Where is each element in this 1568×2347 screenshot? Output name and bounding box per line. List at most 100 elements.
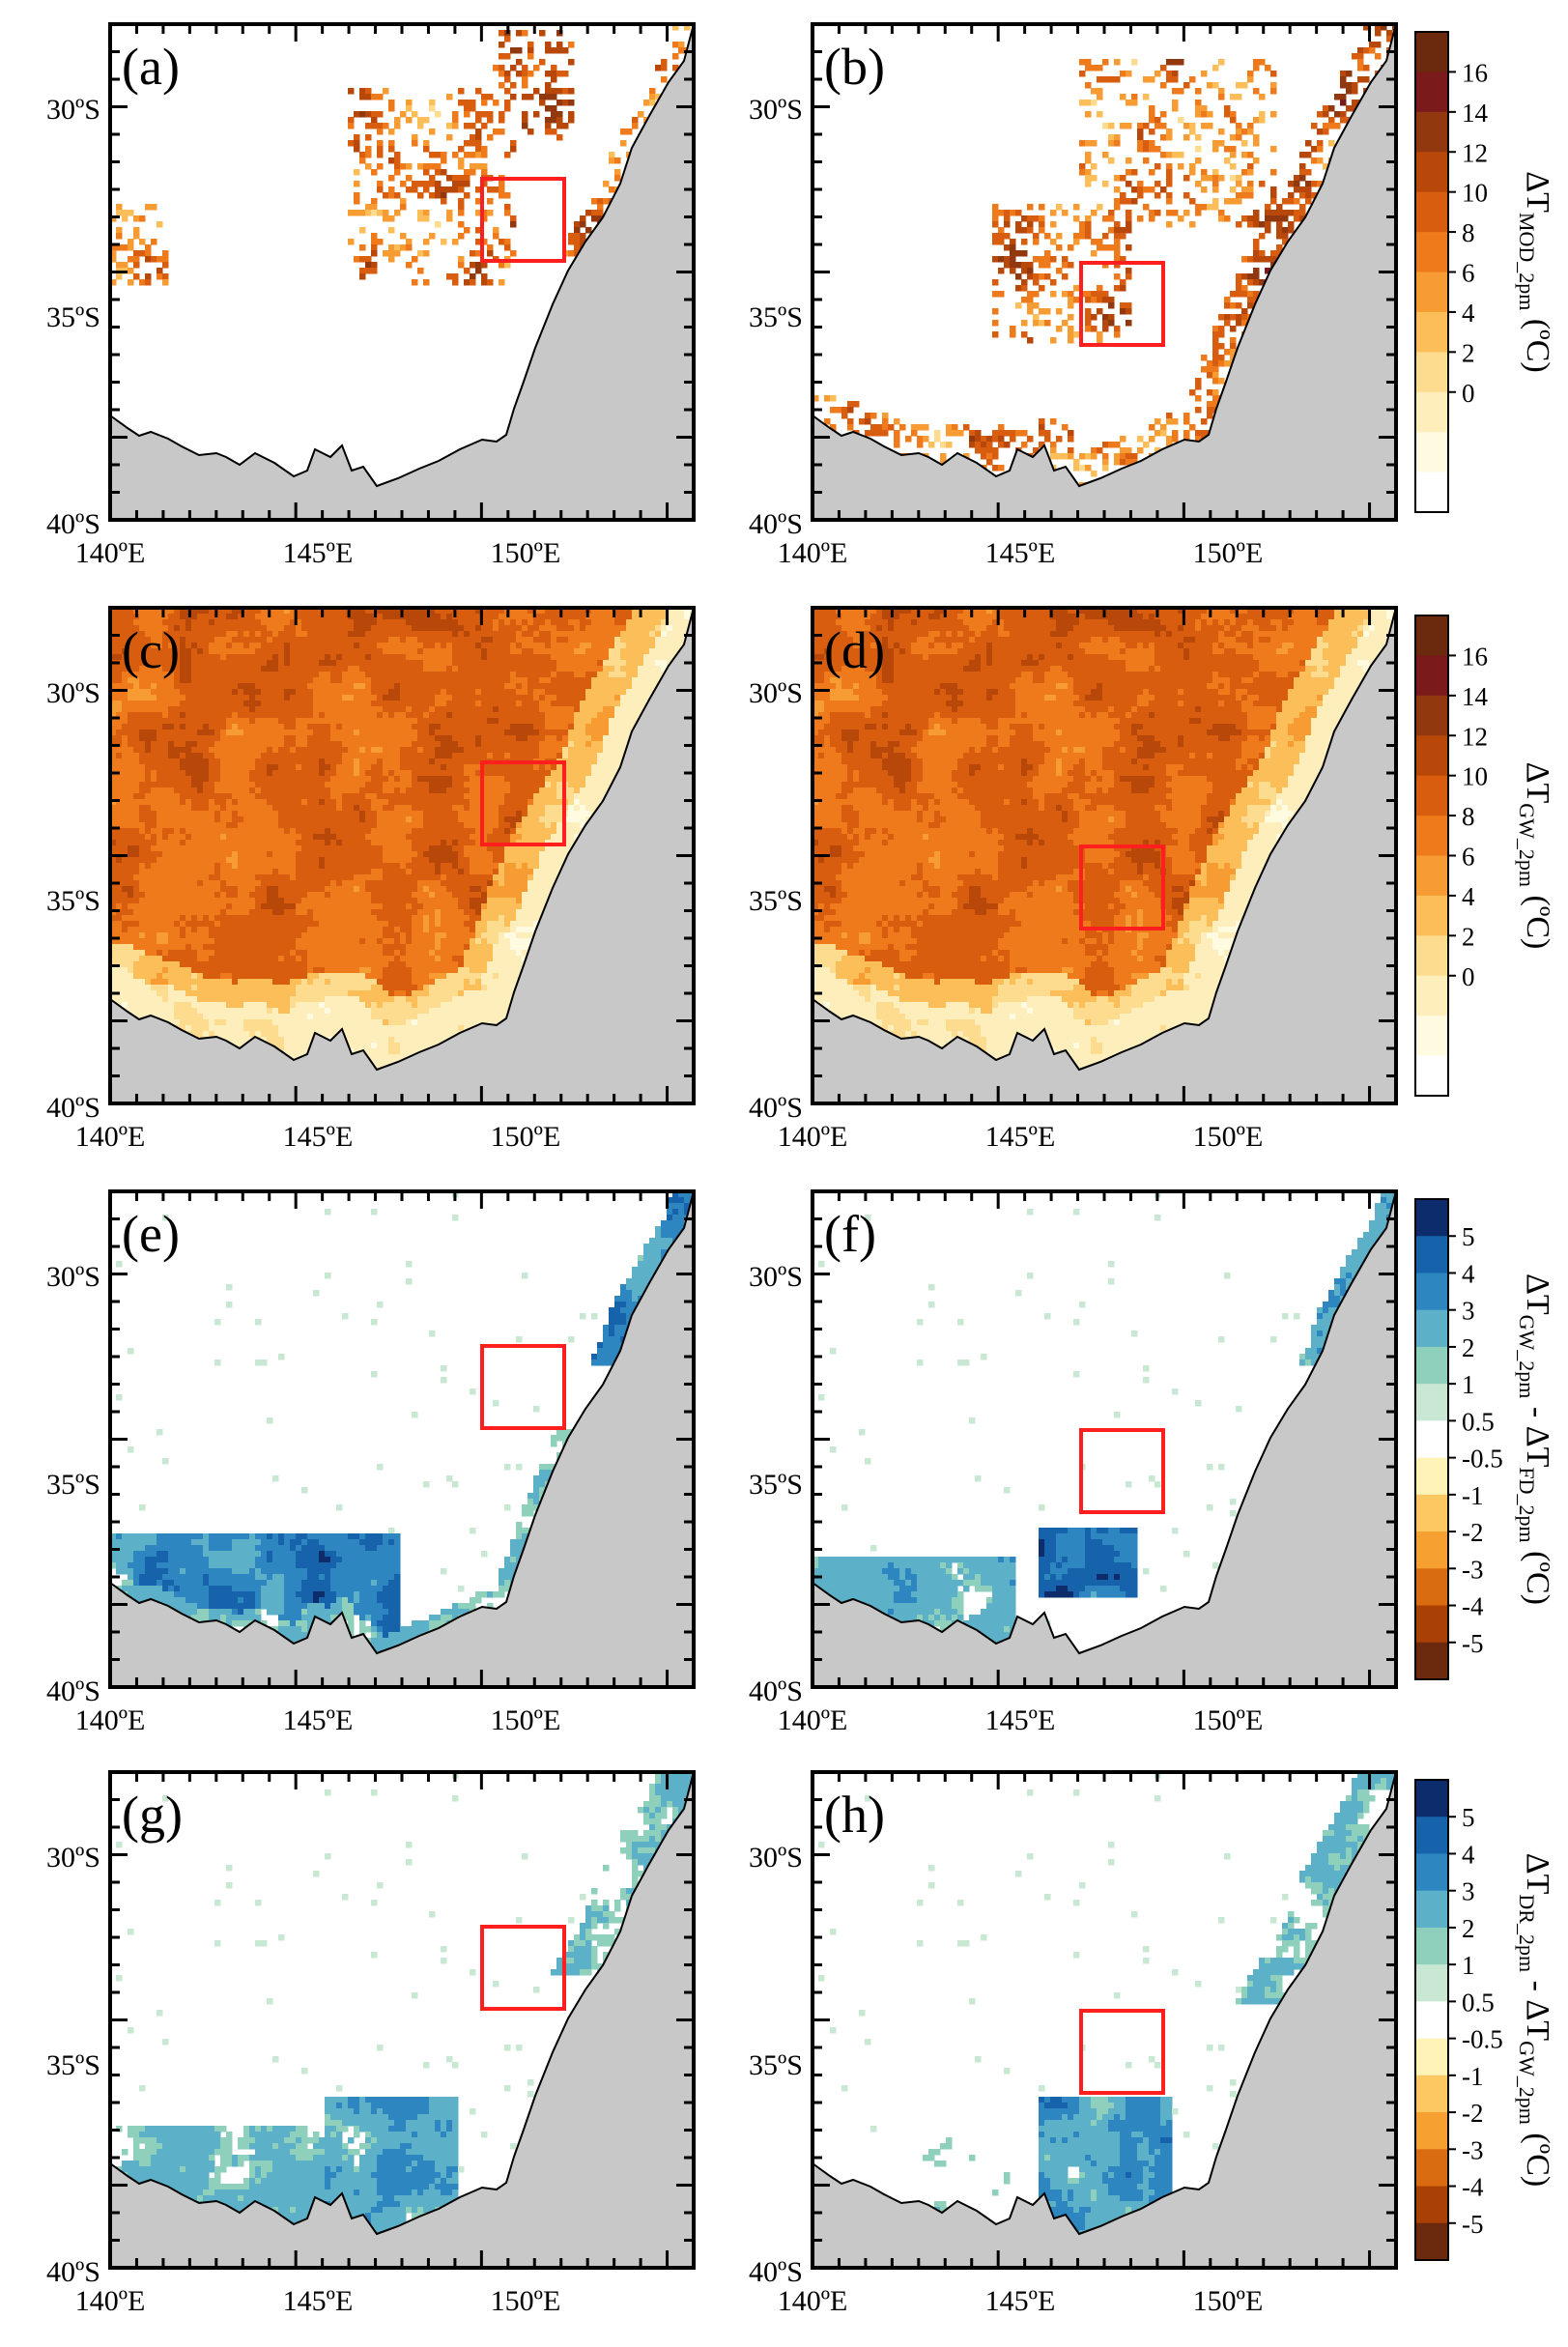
colorbar-tick-label: 0.5 xyxy=(1462,1988,1495,2017)
colorbar-swatch xyxy=(1415,312,1448,353)
colorbar-swatch xyxy=(1415,2001,1448,2039)
colorbar-tick-label: -4 xyxy=(1462,1592,1484,1621)
colorbar-tick-label: 6 xyxy=(1462,843,1475,872)
lat-tick-label: 35ºS xyxy=(749,301,803,333)
lon-tick-label: 140ºE xyxy=(75,537,146,569)
lon-tick-label: 150ºE xyxy=(1193,2285,1264,2317)
colorbar-tick-label: 2 xyxy=(1462,922,1475,951)
lat-tick-label: 40ºS xyxy=(46,508,100,540)
colorbar-tick-label: 16 xyxy=(1462,58,1488,87)
colorbar-title: ΔTGW_2pm (ºC) xyxy=(1515,762,1555,950)
colorbar-swatch xyxy=(1415,896,1448,936)
colorbar-tick-label: 2 xyxy=(1462,1914,1475,1943)
colorbar-swatch xyxy=(1415,1495,1448,1532)
colorbar-tick-label: 3 xyxy=(1462,1297,1475,1326)
colorbar-swatch xyxy=(1415,935,1448,976)
colorbar-tick-label: 4 xyxy=(1462,299,1475,328)
lat-tick-label: 35ºS xyxy=(749,885,803,917)
lat-tick-label: 30ºS xyxy=(749,1261,803,1293)
colorbar-tick-label: 14 xyxy=(1462,682,1489,711)
colorbar-tick-label: -2 xyxy=(1462,1518,1484,1547)
colorbar-title: ΔTDR_2pm - ΔTGW_2pm (ºC) xyxy=(1515,1853,1555,2187)
lat-tick-label: 40ºS xyxy=(46,2256,100,2288)
lon-tick-label: 150ºE xyxy=(1193,537,1264,569)
colorbar-swatch xyxy=(1415,1420,1448,1458)
colorbar-swatch xyxy=(1415,392,1448,433)
colorbar-tick-label: 4 xyxy=(1462,882,1475,911)
lon-tick-label: 150ºE xyxy=(491,1704,561,1736)
colorbar-swatch xyxy=(1415,1928,1448,1965)
lon-tick-label: 145ºE xyxy=(283,1121,354,1153)
colorbar-tick-label: 5 xyxy=(1462,1222,1475,1251)
colorbar-swatch xyxy=(1415,472,1448,513)
colorbar-tick-label: 2 xyxy=(1462,338,1475,367)
lat-tick-label: 30ºS xyxy=(46,1261,100,1293)
colorbar-swatch xyxy=(1415,1384,1448,1421)
colorbar-tick-label: 0 xyxy=(1462,379,1475,408)
colorbar-swatch xyxy=(1415,2112,1448,2150)
colorbar-swatch xyxy=(1415,1310,1448,1348)
lon-tick-label: 140ºE xyxy=(75,2285,146,2317)
colorbar-tick-label: 4 xyxy=(1462,1840,1475,1869)
colorbar-swatch xyxy=(1415,2223,1448,2261)
colorbar-tick-label: -5 xyxy=(1462,1629,1484,1658)
colorbar-swatch xyxy=(1415,2149,1448,2187)
colorbar-tick-label: 1 xyxy=(1462,1951,1475,1980)
lon-tick-label: 140ºE xyxy=(75,1121,146,1153)
colorbar-swatch xyxy=(1415,352,1448,392)
colorbar-tick-label: -0.5 xyxy=(1462,1445,1503,1474)
lat-tick-label: 40ºS xyxy=(749,2256,803,2288)
lon-tick-label: 145ºE xyxy=(985,537,1056,569)
colorbar-tick-label: 16 xyxy=(1462,642,1488,671)
colorbar-tick-label: -4 xyxy=(1462,2173,1484,2202)
panel-label: (b) xyxy=(824,38,885,96)
lat-tick-label: 35ºS xyxy=(749,1469,803,1501)
panel-label: (c) xyxy=(122,621,180,679)
colorbar-tick-label: -5 xyxy=(1462,2210,1484,2239)
lat-tick-label: 40ºS xyxy=(749,508,803,540)
colorbar-swatch xyxy=(1415,1531,1448,1569)
colorbar-tick-label: -0.5 xyxy=(1462,2025,1503,2054)
colorbar-tick-label: -1 xyxy=(1462,2062,1484,2091)
colorbar-tick-label: -3 xyxy=(1462,2135,1484,2164)
panel-label: (f) xyxy=(824,1205,876,1263)
lat-tick-label: 40ºS xyxy=(749,1092,803,1124)
colorbar-swatch xyxy=(1415,1964,1448,2002)
colorbar-swatch xyxy=(1415,72,1448,112)
colorbar-swatch xyxy=(1415,192,1448,233)
colorbar-swatch xyxy=(1415,1780,1448,1817)
lat-tick-label: 35ºS xyxy=(46,1469,100,1501)
lat-tick-label: 30ºS xyxy=(749,1842,803,1874)
colorbar-swatch xyxy=(1415,432,1448,472)
colorbar-swatch xyxy=(1415,735,1448,776)
colorbar-swatch xyxy=(1415,1568,1448,1606)
colorbar-tick-label: 8 xyxy=(1462,802,1475,831)
colorbar-tick-label: 14 xyxy=(1462,99,1489,128)
lon-tick-label: 150ºE xyxy=(491,1121,561,1153)
colorbar-tick-label: 10 xyxy=(1462,762,1488,791)
colorbar-swatch xyxy=(1415,1458,1448,1496)
colorbar-title: ΔTMOD_2pm (ºC) xyxy=(1515,171,1555,372)
panel-label: (g) xyxy=(122,1786,183,1844)
lat-tick-label: 30ºS xyxy=(749,94,803,126)
colorbar-swatch xyxy=(1415,856,1448,897)
lon-tick-label: 145ºE xyxy=(985,1121,1056,1153)
colorbar-swatch xyxy=(1415,1016,1448,1056)
colorbar-swatch xyxy=(1415,696,1448,736)
panel-label: (e) xyxy=(122,1205,180,1263)
lat-tick-label: 35ºS xyxy=(749,2049,803,2081)
colorbar-swatch xyxy=(1415,1853,1448,1891)
panel-label: (d) xyxy=(824,621,885,679)
colorbar-tick-label: 4 xyxy=(1462,1259,1475,1288)
colorbar-swatch xyxy=(1415,1891,1448,1929)
lon-tick-label: 150ºE xyxy=(491,2285,561,2317)
colorbar-swatch xyxy=(1415,272,1448,313)
panel-label: (a) xyxy=(122,38,180,96)
